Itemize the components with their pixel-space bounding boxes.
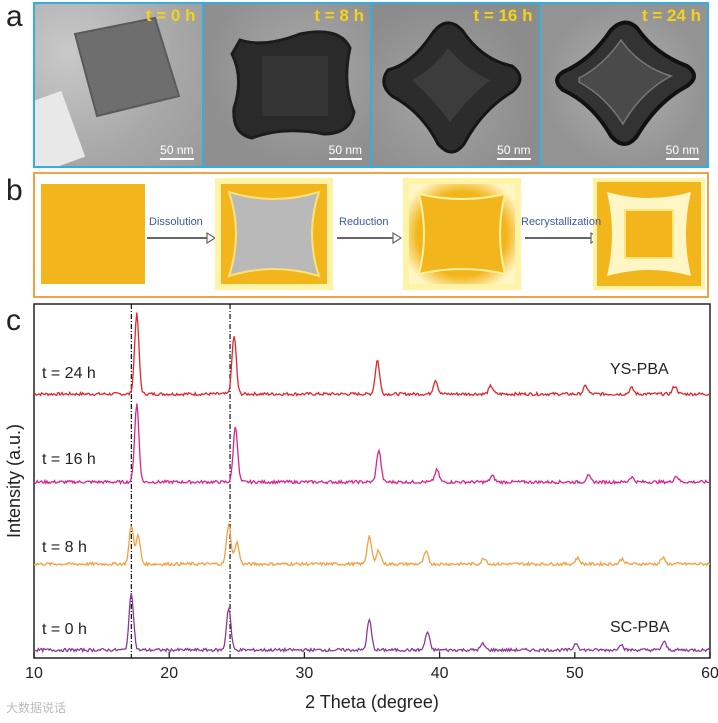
x-tick-label: 50 (566, 665, 584, 682)
x-tick-label: 30 (296, 665, 314, 682)
cube-hollow-graphic (554, 20, 696, 146)
series-name-label: t = 8 h (42, 539, 87, 556)
x-tick-label: 20 (160, 665, 178, 682)
step-label-reduction: Reduction (339, 216, 389, 228)
cube-solid-graphic (35, 16, 181, 166)
xrd-chart: t = 24 h YS-PBA t = 16 h t = 8 h t = 0 h SC-P… (4, 303, 718, 712)
scale-bar: 50 nm (497, 143, 531, 160)
series-labels: t = 24 h YS-PBA t = 16 h t = 8 h t = 0 h SC-P… (42, 361, 670, 638)
series-name-label: t = 24 h (42, 365, 96, 382)
x-tick-label: 10 (25, 665, 43, 682)
x-tick-label: 60 (701, 665, 718, 682)
scale-bar: 50 nm (665, 143, 699, 160)
tem-image-strip: t = 0 h 50 nm t = 8 h 50 nm t = 16 h 50 … (33, 2, 709, 168)
schematic-graphic (41, 178, 705, 290)
time-label: t = 8 h (314, 6, 364, 25)
xrd-chart-panel: t = 24 h YS-PBA t = 16 h t = 8 h t = 0 h SC-P… (0, 300, 718, 718)
plot-frame (33, 303, 711, 659)
time-label: t = 24 h (641, 6, 701, 25)
series-annotation: YS-PBA (610, 361, 669, 378)
series-name-label: t = 16 h (42, 451, 96, 468)
x-axis-ticks: 10 20 30 40 50 60 (25, 652, 718, 682)
time-label: t = 0 h (145, 6, 196, 25)
tem-image-16h: t = 16 h 50 nm (372, 4, 539, 166)
cube-yolk-shell-graphic (382, 21, 522, 154)
x-tick-label: 40 (431, 665, 449, 682)
series-line-1 (33, 403, 711, 486)
step-label-recrystallization: Recrystallization (521, 216, 602, 228)
series-annotation: SC-PBA (610, 619, 670, 636)
series-name-label: t = 0 h (42, 621, 87, 638)
solid-cube-shape (41, 184, 145, 284)
cube-hollowing-graphic (229, 30, 356, 140)
series-line-0 (33, 312, 711, 397)
schematic-panel: Dissolution Reduction Recrystallization (33, 172, 709, 298)
panel-letter-a: a (6, 0, 23, 33)
scale-bar: 50 nm (328, 143, 362, 160)
tem-image-8h: t = 8 h 50 nm (203, 4, 370, 166)
panel-letter-b: b (6, 174, 23, 207)
panel-letter-c: c (6, 304, 21, 337)
y-axis-label: Intensity (a.u.) (4, 424, 24, 538)
series-line-3 (33, 592, 711, 654)
tem-image-24h: t = 24 h 50 nm (540, 4, 707, 166)
watermark: 大数据说话 (6, 701, 67, 715)
series-line-2 (33, 522, 711, 568)
tem-image-0h: t = 0 h 50 nm (35, 4, 202, 166)
time-label: t = 16 h (473, 6, 533, 25)
series-curves (33, 312, 711, 654)
step-label-dissolution: Dissolution (149, 216, 203, 228)
scale-bar: 50 nm (160, 143, 194, 160)
x-axis-label: 2 Theta (degree) (305, 692, 439, 712)
